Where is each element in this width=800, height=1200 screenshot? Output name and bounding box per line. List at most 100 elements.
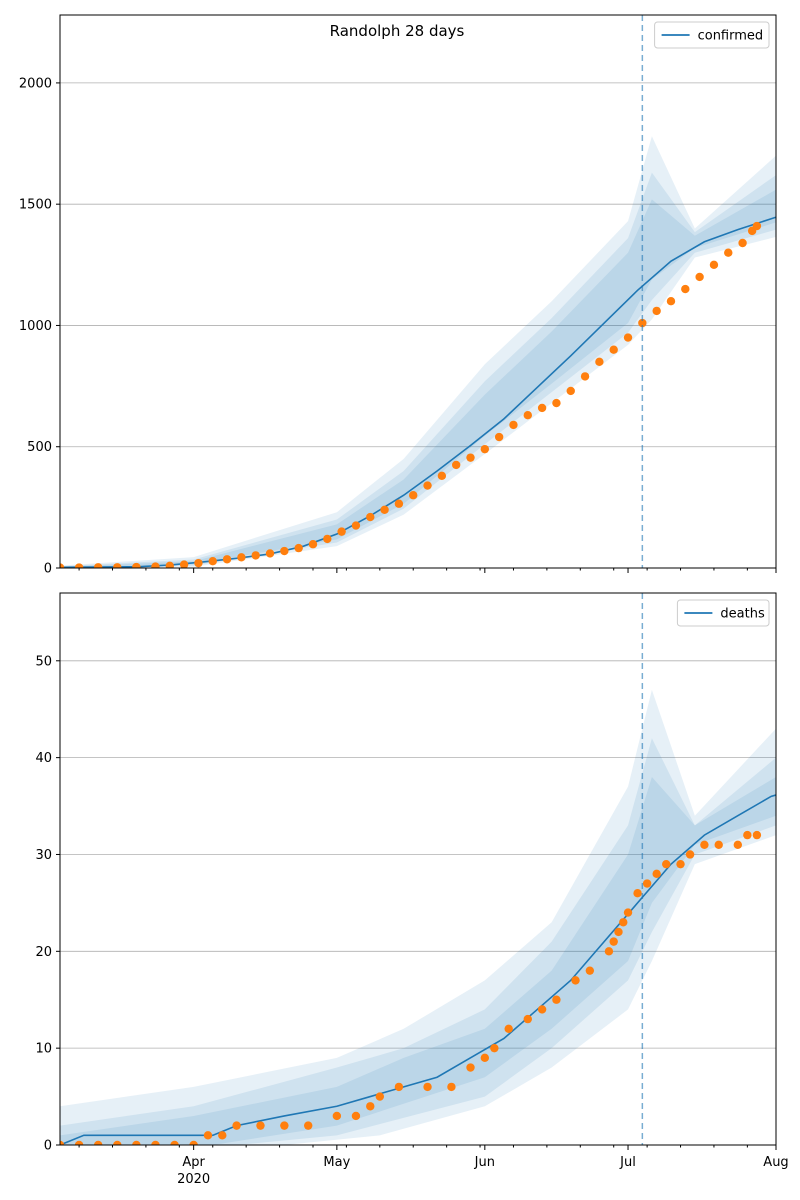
- observed-point: [666, 297, 676, 306]
- observed-point: [681, 284, 690, 294]
- y-tick-label: 1000: [19, 319, 52, 334]
- observed-point: [619, 918, 628, 927]
- legend-box: [654, 21, 770, 49]
- observed-point: [552, 995, 561, 1004]
- observed-point: [537, 1005, 547, 1014]
- y-tick-label: 1500: [19, 198, 52, 213]
- observed-point: [60, 563, 65, 568]
- observed-point: [724, 248, 733, 257]
- observed-point: [366, 512, 375, 522]
- observed-point: [93, 1140, 103, 1145]
- observed-point: [256, 1121, 265, 1130]
- observed-point: [614, 927, 623, 937]
- y-tick-label: 30: [35, 848, 52, 863]
- observed-point: [523, 1014, 532, 1024]
- observed-point: [709, 260, 719, 270]
- observed-point: [423, 1082, 432, 1092]
- confirmed-panel: 0 500 1000 1500 2000 confirmed: [19, 14, 777, 577]
- observed-point: [93, 563, 103, 568]
- legend: confirmed: [654, 21, 770, 49]
- observed-point: [423, 481, 432, 490]
- observed-point: [623, 333, 633, 342]
- observed-point: [552, 398, 561, 408]
- observed-point: [743, 830, 752, 840]
- x-tick-label: Jun: [474, 1155, 495, 1170]
- observed-point: [738, 238, 747, 248]
- observed-point: [251, 551, 260, 560]
- observed-point: [394, 1082, 404, 1092]
- observed-point: [337, 527, 346, 536]
- legend-label: deaths: [720, 607, 765, 622]
- y-tick-label: 2000: [19, 76, 52, 91]
- x-tick-label: May: [323, 1155, 350, 1170]
- plot-area: [60, 82, 776, 568]
- legend-label: confirmed: [698, 29, 764, 44]
- observed-point: [652, 306, 661, 316]
- observed-point: [222, 555, 232, 564]
- observed-point: [113, 1140, 122, 1145]
- uncertainty-band: [60, 189, 776, 568]
- x-tick-label: Jul: [619, 1155, 636, 1170]
- observed-point: [752, 221, 762, 231]
- observed-point: [480, 444, 490, 454]
- observed-point: [700, 840, 709, 849]
- observed-point: [447, 1082, 456, 1092]
- observed-point: [394, 499, 404, 508]
- y-tick-label: 500: [27, 440, 52, 455]
- observed-point: [609, 345, 618, 354]
- uncertainty-band: [60, 777, 776, 1145]
- observed-point: [203, 1131, 213, 1140]
- y-tick-label: 40: [35, 751, 52, 766]
- observed-point: [580, 372, 590, 381]
- observed-point: [437, 471, 447, 481]
- observed-point: [308, 540, 318, 549]
- observed-point: [504, 1024, 513, 1033]
- observed-point: [74, 563, 84, 568]
- axes-frame: [59, 14, 777, 569]
- x-tick-label: Aug: [763, 1155, 788, 1170]
- y-tick-label: 0: [44, 1139, 52, 1154]
- legend-box: [676, 599, 770, 627]
- observed-point: [409, 491, 418, 500]
- observed-point: [132, 562, 141, 568]
- uncertainty-band: [60, 738, 776, 1145]
- observed-point: [466, 1063, 475, 1072]
- uncertainty-band: [60, 689, 776, 1145]
- observed-point: [237, 553, 246, 562]
- y-tick-label: 20: [35, 945, 52, 960]
- plot-area: [60, 660, 776, 1145]
- axes-frame: [59, 592, 777, 1146]
- observed-point: [509, 420, 518, 430]
- observed-point: [194, 558, 203, 568]
- observed-point: [494, 432, 504, 442]
- observed-point: [595, 357, 604, 367]
- observed-point: [466, 453, 475, 462]
- observed-point: [265, 549, 275, 558]
- observed-point: [714, 840, 723, 849]
- observed-point: [642, 879, 652, 888]
- observed-point: [685, 850, 695, 859]
- y-tick-label: 10: [35, 1042, 52, 1057]
- observed-point: [480, 1053, 490, 1063]
- observed-point: [585, 966, 595, 975]
- observed-point: [733, 840, 743, 849]
- observed-point: [752, 830, 762, 840]
- observed-point: [652, 869, 661, 879]
- observed-point: [633, 889, 642, 898]
- observed-point: [695, 272, 704, 282]
- observed-point: [74, 1140, 84, 1145]
- observed-point: [113, 563, 122, 568]
- observed-point: [151, 562, 160, 568]
- observed-point: [490, 1043, 499, 1053]
- observed-point: [638, 318, 647, 328]
- observed-point: [323, 534, 332, 544]
- observed-point: [294, 543, 303, 553]
- observed-point: [537, 403, 547, 413]
- observed-point: [304, 1121, 313, 1130]
- observed-point: [60, 1140, 65, 1145]
- observed-point: [366, 1102, 375, 1111]
- observed-point: [451, 460, 461, 470]
- observed-point: [623, 908, 633, 917]
- observed-point: [566, 386, 575, 396]
